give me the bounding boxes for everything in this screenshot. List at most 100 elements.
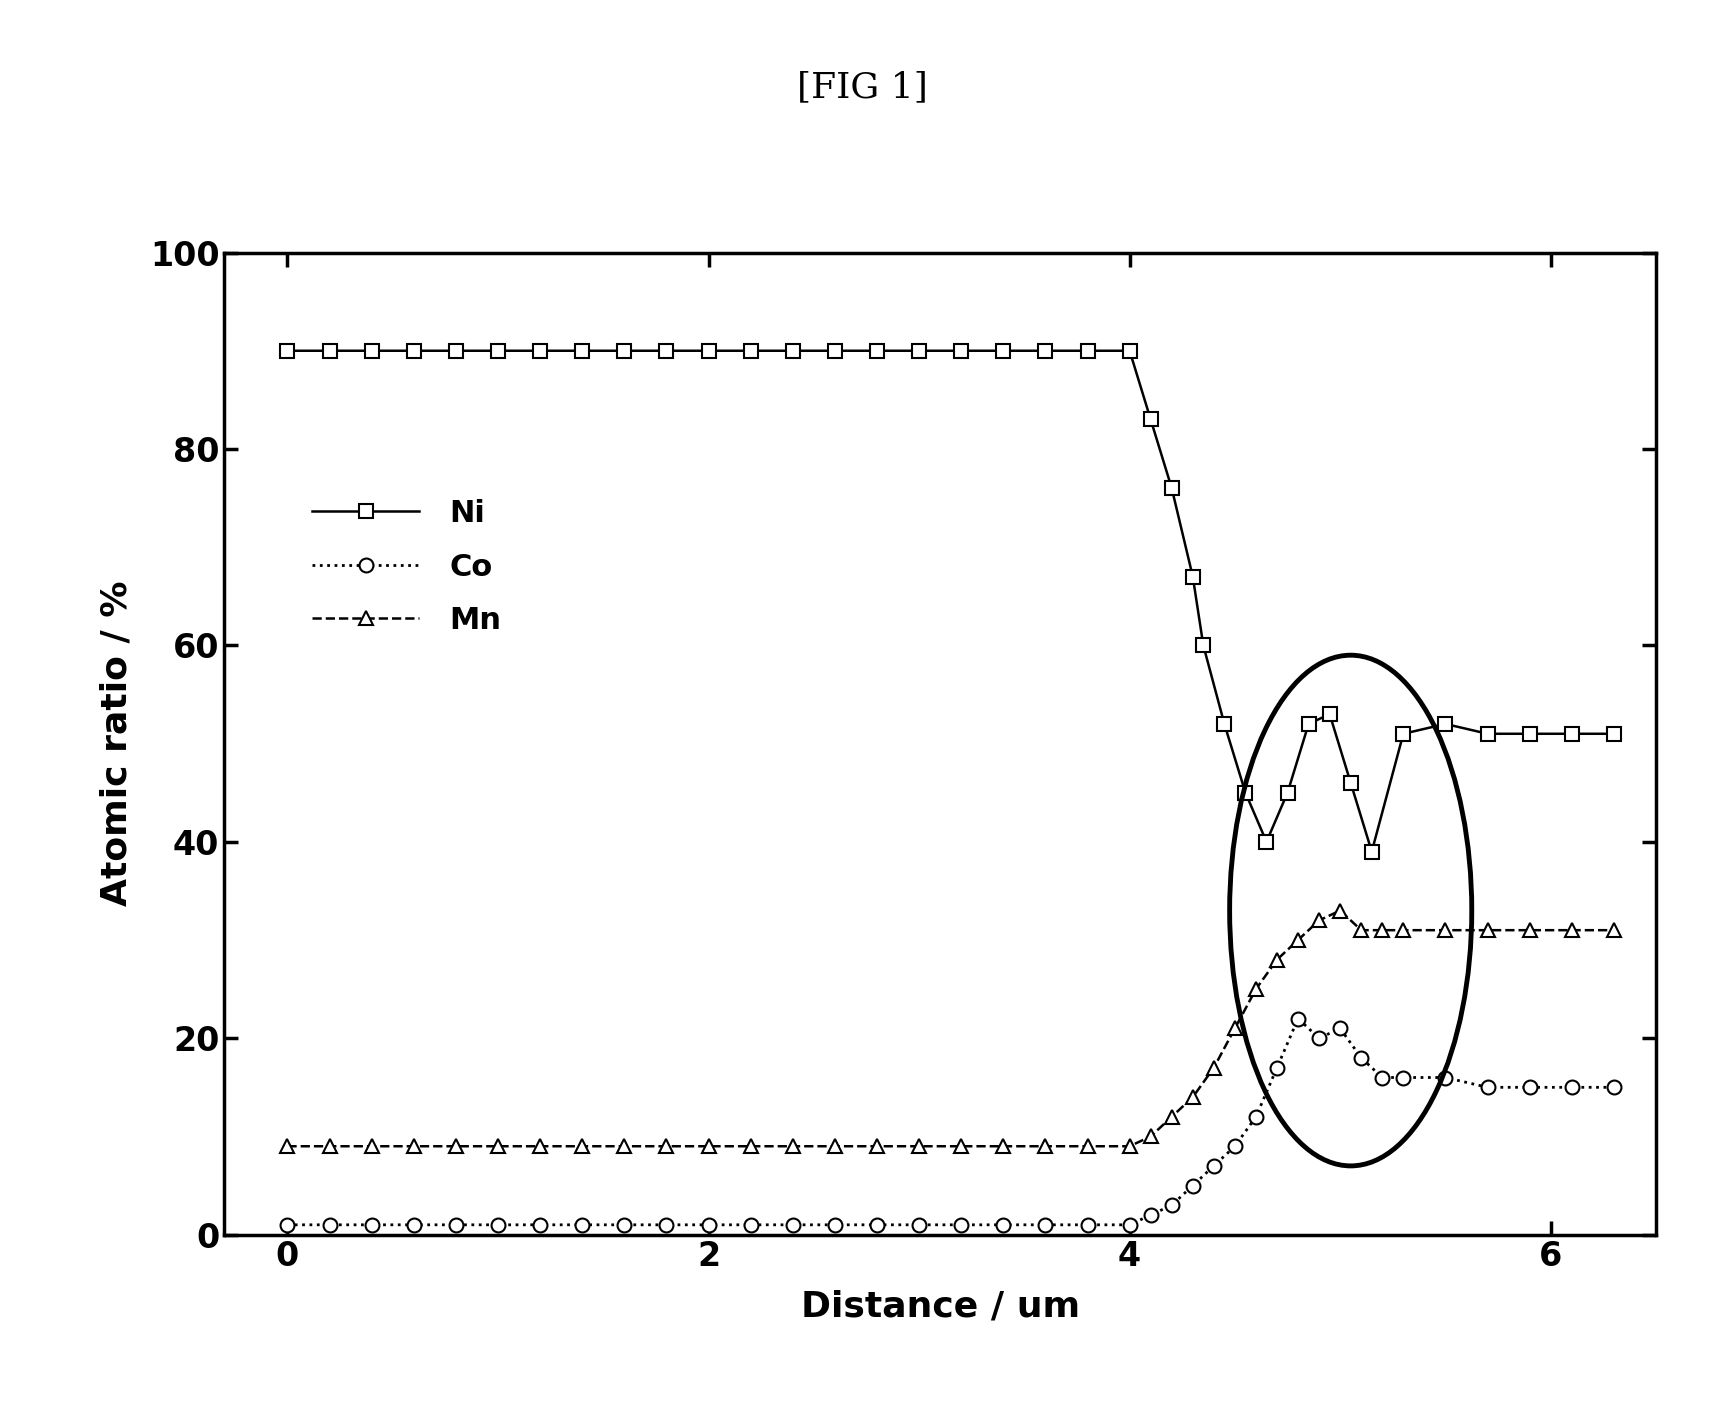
Co <box>1330 1020 1351 1037</box>
Mn <box>1035 1138 1056 1155</box>
Co <box>656 1216 676 1233</box>
Co <box>1520 1079 1540 1096</box>
Co <box>488 1216 509 1233</box>
Co <box>825 1216 845 1233</box>
Mn <box>1394 922 1414 939</box>
Co <box>866 1216 887 1233</box>
Text: [FIG 1]: [FIG 1] <box>797 70 928 104</box>
Ni <box>361 342 381 359</box>
Co <box>1076 1216 1097 1233</box>
Co <box>1140 1207 1161 1223</box>
Mn <box>1477 922 1497 939</box>
Mn <box>488 1138 509 1155</box>
Ni <box>1194 637 1214 654</box>
Ni <box>1182 568 1202 585</box>
Mn <box>950 1138 971 1155</box>
Ni <box>1340 774 1361 791</box>
Y-axis label: Atomic ratio / %: Atomic ratio / % <box>98 581 133 906</box>
Mn <box>783 1138 804 1155</box>
Ni <box>1140 411 1161 428</box>
Ni <box>1256 833 1276 850</box>
Mn <box>1182 1089 1202 1106</box>
Co <box>1371 1069 1392 1086</box>
Ni <box>614 342 635 359</box>
Mn <box>361 1138 381 1155</box>
Ni <box>488 342 509 359</box>
Ni <box>1394 725 1414 742</box>
Mn <box>1161 1108 1182 1125</box>
Ni <box>699 342 719 359</box>
Co <box>1351 1049 1371 1066</box>
Ni <box>1235 784 1256 801</box>
Ni <box>1035 342 1056 359</box>
Ni <box>1276 784 1297 801</box>
Ni <box>783 342 804 359</box>
Mn <box>699 1138 719 1155</box>
Mn <box>1371 922 1392 939</box>
Ni <box>1120 342 1140 359</box>
Mn <box>1561 922 1582 939</box>
Co <box>404 1216 424 1233</box>
Mn <box>740 1138 761 1155</box>
Ni <box>909 342 930 359</box>
Ni <box>571 342 593 359</box>
Co <box>1266 1059 1287 1076</box>
Mn <box>530 1138 550 1155</box>
Co <box>319 1216 340 1233</box>
Co <box>1161 1197 1182 1214</box>
Co <box>278 1216 298 1233</box>
Co <box>1225 1138 1245 1155</box>
Co <box>1245 1108 1266 1125</box>
Ni <box>1477 725 1497 742</box>
Co <box>614 1216 635 1233</box>
Ni <box>994 342 1014 359</box>
X-axis label: Distance / um: Distance / um <box>800 1289 1080 1323</box>
Mn <box>656 1138 676 1155</box>
Co <box>994 1216 1014 1233</box>
Mn <box>909 1138 930 1155</box>
Mn <box>1520 922 1540 939</box>
Ni <box>319 342 340 359</box>
Co <box>1394 1069 1414 1086</box>
Ni <box>740 342 761 359</box>
Mn <box>825 1138 845 1155</box>
Co <box>530 1216 550 1233</box>
Mn <box>1330 902 1351 919</box>
Co <box>699 1216 719 1233</box>
Ni <box>1604 725 1625 742</box>
Co <box>1561 1079 1582 1096</box>
Co <box>1182 1177 1202 1194</box>
Mn <box>319 1138 340 1155</box>
Ni <box>530 342 550 359</box>
Co <box>571 1216 593 1233</box>
Ni <box>825 342 845 359</box>
Mn <box>1604 922 1625 939</box>
Co <box>1309 1030 1330 1047</box>
Ni <box>1299 716 1320 732</box>
Mn <box>1076 1138 1097 1155</box>
Legend: Ni, Co, Mn: Ni, Co, Mn <box>297 484 518 651</box>
Co <box>1604 1079 1625 1096</box>
Line: Mn: Mn <box>281 904 1621 1153</box>
Co <box>1477 1079 1497 1096</box>
Line: Ni: Ni <box>281 344 1621 859</box>
Mn <box>1309 912 1330 929</box>
Mn <box>1435 922 1456 939</box>
Mn <box>278 1138 298 1155</box>
Mn <box>1140 1128 1161 1145</box>
Ni <box>1076 342 1097 359</box>
Mn <box>445 1138 466 1155</box>
Mn <box>571 1138 593 1155</box>
Mn <box>1204 1059 1225 1076</box>
Ni <box>1361 843 1382 860</box>
Mn <box>1120 1138 1140 1155</box>
Ni <box>1320 706 1340 723</box>
Ni <box>866 342 887 359</box>
Mn <box>614 1138 635 1155</box>
Mn <box>1225 1020 1245 1037</box>
Ni <box>1161 480 1182 497</box>
Co <box>1120 1216 1140 1233</box>
Mn <box>1266 951 1287 968</box>
Co <box>1287 1010 1308 1027</box>
Ni <box>656 342 676 359</box>
